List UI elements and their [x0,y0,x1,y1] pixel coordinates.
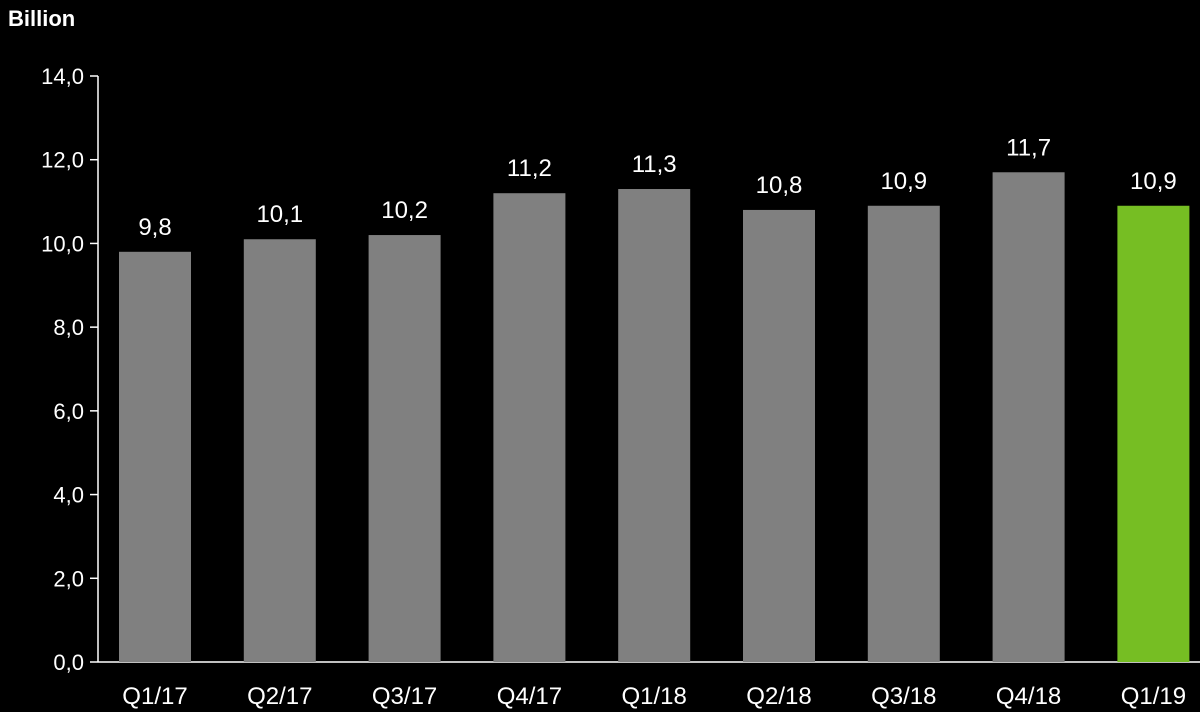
x-category-label: Q3/17 [372,683,437,710]
x-category-label: Q2/17 [247,683,312,710]
data-label: 9,8 [138,214,171,241]
bar [119,251,191,663]
y-tick-label: 12,0 [41,148,84,173]
x-category-label: Q1/19 [1121,683,1186,710]
y-tick-label: 2,0 [53,566,84,591]
x-category-label: Q4/17 [497,683,562,710]
data-label: 11,3 [632,151,677,178]
y-tick-label: 6,0 [53,399,84,424]
y-tick-label: 14,0 [41,64,84,89]
bar [618,189,691,662]
data-label: 10,9 [880,168,927,195]
x-category-label: Q3/18 [871,683,936,710]
bar [1117,205,1190,662]
data-label: 10,2 [381,197,428,224]
bar [992,172,1065,662]
bar-series [119,172,1190,663]
data-label: 11,7 [1006,134,1051,161]
bar [493,193,566,662]
data-label: 10,1 [256,201,303,228]
data-label: 10,8 [756,172,803,199]
bar [368,235,441,663]
x-category-label: Q2/18 [746,683,811,710]
x-category-label: Q1/17 [122,683,187,710]
y-axis-ticks: 0,0 2,0 4,0 6,0 8,0 10,0 12,0 14,0 [41,64,98,675]
bar [243,239,316,662]
data-label: 10,9 [1130,168,1177,195]
bar [743,209,815,662]
x-category-label: Q1/18 [622,683,687,710]
y-tick-label: 8,0 [53,315,84,340]
bar [867,205,940,662]
data-labels: 9,8 10,1 10,2 11,2 11,3 10,8 10,9 11,7 10,9 [138,134,1176,241]
y-axis-unit-label: Billion [8,6,75,31]
category-labels: Q1/17 Q2/17 Q3/17 Q4/17 Q1/18 Q2/18 Q3/18 Q4/18… [122,683,1186,710]
x-category-label: Q4/18 [996,683,1061,710]
y-tick-label: 0,0 [53,650,84,675]
y-tick-label: 4,0 [53,483,84,508]
data-label: 11,2 [507,155,552,182]
y-tick-label: 10,0 [41,231,84,256]
